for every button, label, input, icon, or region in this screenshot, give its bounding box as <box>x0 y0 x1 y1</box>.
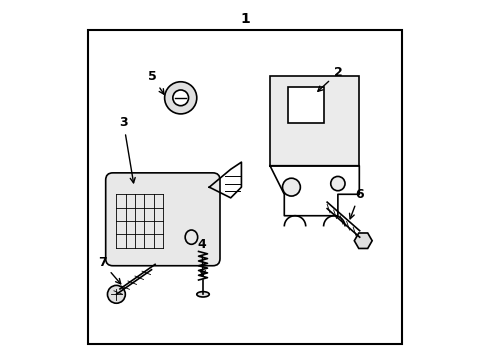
Text: 6: 6 <box>349 188 364 219</box>
Text: 5: 5 <box>148 70 164 94</box>
FancyBboxPatch shape <box>288 87 323 123</box>
Circle shape <box>165 82 197 114</box>
Text: 3: 3 <box>119 116 135 183</box>
FancyBboxPatch shape <box>270 76 359 166</box>
Circle shape <box>283 178 300 196</box>
Circle shape <box>107 285 125 303</box>
Ellipse shape <box>185 230 197 244</box>
FancyBboxPatch shape <box>106 173 220 266</box>
Circle shape <box>331 176 345 191</box>
Text: 2: 2 <box>318 66 342 91</box>
Text: 4: 4 <box>198 238 206 276</box>
Text: 7: 7 <box>98 256 121 284</box>
Text: 1: 1 <box>240 12 250 26</box>
Ellipse shape <box>197 292 209 297</box>
Circle shape <box>173 90 189 106</box>
